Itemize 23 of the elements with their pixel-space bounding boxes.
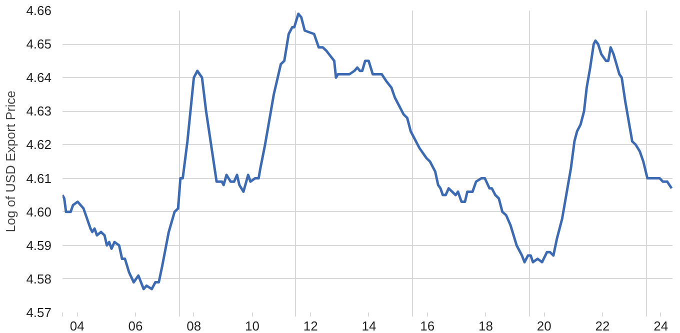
- y-tick-label: 4.64: [26, 70, 52, 86]
- y-tick-label: 4.57: [26, 305, 52, 320]
- x-tick-label: 12: [303, 318, 318, 333]
- x-tick-label: 04: [70, 318, 84, 333]
- line-series: [62, 12, 672, 290]
- x-tick-label: 24: [654, 318, 668, 333]
- y-tick-label: 4.59: [26, 238, 52, 253]
- y-tick-label: 4.65: [26, 36, 52, 52]
- y-tick-label: 4.66: [26, 3, 52, 18]
- x-tick-label: 18: [478, 318, 493, 333]
- y-axis-title: Log of USD Export Price: [3, 90, 18, 232]
- x-tick-label: 10: [244, 318, 260, 333]
- x-tick-label: 20: [536, 318, 552, 333]
- x-tick-label: 08: [186, 318, 202, 333]
- y-tick-label: 4.60: [26, 204, 52, 220]
- y-tick-label: 4.63: [26, 104, 52, 119]
- x-tick-label: 06: [128, 318, 143, 333]
- x-tick-label: 16: [420, 318, 435, 333]
- x-tick-label: 14: [362, 318, 376, 333]
- y-tick-label: 4.58: [26, 271, 52, 286]
- y-tick-label: 4.62: [26, 137, 52, 152]
- x-tick-label: 22: [595, 318, 610, 333]
- y-tick-label: 4.61: [26, 170, 52, 186]
